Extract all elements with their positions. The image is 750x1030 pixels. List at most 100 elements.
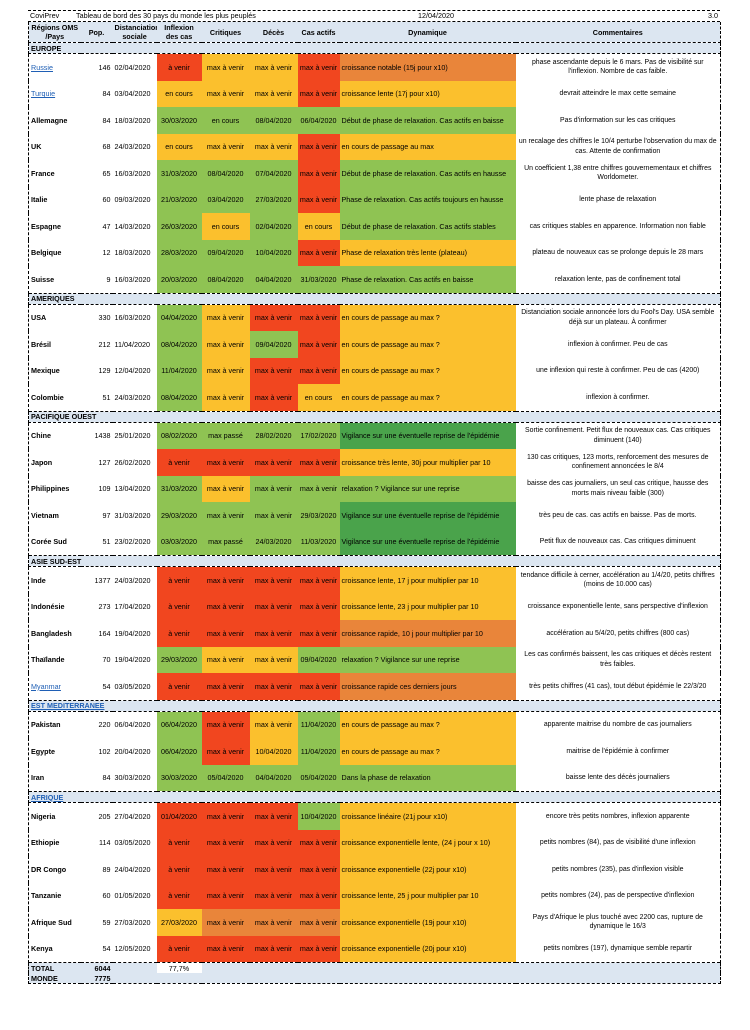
active-status: max à venir (297, 673, 340, 700)
distancing-date: 16/03/2020 (114, 313, 151, 323)
region-name: AMERIQUES (28, 292, 721, 305)
comment: Distanciation sociale annoncée lors du F… (515, 304, 721, 331)
table-row: Japon 127 26/02/2020 à venir max à venir max … (28, 449, 721, 476)
active-status: 31/03/2020 (297, 266, 340, 293)
country-name[interactable]: Myanmar (28, 673, 81, 700)
critical-status: en cours (201, 107, 250, 134)
country-name: Nigeria (28, 802, 81, 830)
country-name: Tanzanie (28, 882, 81, 909)
inflexion-status: à venir (156, 620, 202, 647)
active-status: max à venir (297, 331, 340, 358)
deaths-status: max à venir (249, 502, 298, 529)
country-name: Allemagne (28, 107, 81, 134)
dynamic-status: Début de phase de relaxation. Cas actifs… (339, 213, 516, 240)
inflexion-status: 26/03/2020 (156, 213, 202, 240)
spacer (201, 962, 721, 973)
deaths-status: max à venir (249, 882, 298, 909)
country-name: France (28, 160, 81, 187)
distancing-date: 24/03/2020 (114, 575, 151, 585)
dynamic-status: croissance exponentielle (20j pour x10) (339, 935, 516, 963)
critical-status: max à venir (201, 620, 250, 647)
country-name[interactable]: Turquie (28, 80, 81, 107)
critical-status: max à venir (201, 673, 250, 700)
inflexion-status: 08/04/2020 (156, 331, 202, 358)
comment: Pays d'Afrique le plus touché avec 2200 … (515, 909, 721, 936)
comment: plateau de nouveaux cas se prolonge depu… (515, 239, 721, 266)
country-name: Brésil (28, 331, 81, 358)
table-row: Kenya 54 12/05/2020 à venir max à venir max à… (28, 935, 721, 963)
region-header: AFRIQUE (28, 791, 721, 803)
table-row: Espagne 47 14/03/2020 26/03/2020 en cours 02/… (28, 213, 721, 240)
critical-status: max à venir (201, 357, 250, 384)
comment: baisse lente des décès journaliers (515, 764, 721, 792)
inflexion-status: à venir (156, 856, 202, 883)
distancing-date: 03/04/2020 (114, 89, 151, 99)
table-row: UK 68 24/03/2020 en cours max à venir max à v… (28, 133, 721, 160)
critical-status: en cours (201, 213, 250, 240)
population: 51 (102, 392, 111, 402)
deaths-status: max à venir (249, 673, 298, 700)
active-status: max à venir (297, 829, 340, 856)
comment: Un coefficient 1,38 entre chiffres gouve… (515, 160, 721, 187)
comment: Pas d'information sur les cas critiques (515, 107, 721, 134)
country-name: Inde (28, 566, 81, 594)
dynamic-status: Phase de relaxation très lente (plateau) (339, 239, 516, 266)
table-row: Belgique 12 18/03/2020 28/03/2020 09/04/2020… (28, 239, 721, 266)
active-status: max à venir (297, 882, 340, 909)
critical-status: max passé (201, 422, 250, 449)
comment: devrait atteindre le max cette semaine (515, 80, 721, 107)
population: 59 (102, 917, 111, 927)
table-row: Brésil 212 11/04/2020 08/04/2020 max à venir… (28, 331, 721, 358)
spacer (112, 973, 157, 984)
deaths-status: max à venir (249, 935, 298, 963)
country-name: USA (28, 304, 81, 331)
population: 9 (106, 274, 111, 284)
population: 164 (98, 628, 111, 638)
dynamic-status: croissance exponentielle (22j pour x10) (339, 856, 516, 883)
comment: baisse des cas journaliers, un seul cas … (515, 475, 721, 502)
active-status: max à venir (297, 304, 340, 331)
table-row: DR Congo 89 24/04/2020 à venir max à venir ma… (28, 856, 721, 883)
inflexion-status: 30/03/2020 (156, 764, 202, 792)
active-status: en cours (297, 213, 340, 240)
distancing-date: 20/04/2020 (114, 746, 151, 756)
critical-status: max à venir (201, 882, 250, 909)
distancing-date: 18/03/2020 (114, 248, 151, 258)
distancing-date: 31/03/2020 (114, 510, 151, 520)
critical-status: max à venir (201, 502, 250, 529)
population: 84 (102, 115, 111, 125)
population: 102 (98, 746, 111, 756)
active-status: max à venir (297, 566, 340, 594)
distancing-date: 14/03/2020 (114, 221, 151, 231)
inflexion-status: 30/03/2020 (156, 107, 202, 134)
country-name: Ethiopie (28, 829, 81, 856)
table-row: Egypte 102 20/04/2020 06/04/2020 max à venir… (28, 738, 721, 765)
header-deaths: Décès (249, 22, 298, 43)
country-name: Philippines (28, 475, 81, 502)
deaths-status: 08/04/2020 (249, 107, 298, 134)
population: 1438 (94, 431, 111, 441)
comment: accélération au 5/4/20, petits chiffres … (515, 620, 721, 647)
critical-status: 05/04/2020 (201, 764, 250, 792)
country-name[interactable]: Russie (28, 53, 81, 81)
country-name: Suisse (28, 266, 81, 293)
active-status: max à venir (297, 856, 340, 883)
dynamic-status: Début de phase de relaxation. Cas actifs… (339, 160, 516, 187)
deaths-status: 07/04/2020 (249, 160, 298, 187)
comment: maitrise de l'épidémie à confirmer (515, 738, 721, 765)
dynamic-status: Vigilance sur une éventuelle reprise de … (339, 502, 516, 529)
inflexion-status: à venir (156, 829, 202, 856)
region-name: ASIE SUD-EST (28, 555, 721, 567)
population: 84 (102, 89, 111, 99)
dynamic-status: relaxation ? Vigilance sur une reprise (339, 475, 516, 502)
critical-status: max à venir (201, 909, 250, 936)
region-name[interactable]: EST MEDITERRANEE (28, 699, 721, 712)
inflexion-status: 29/03/2020 (156, 646, 202, 673)
inflexion-status: à venir (156, 566, 202, 594)
deaths-status: max à venir (249, 53, 298, 81)
region-name[interactable]: AFRIQUE (28, 791, 721, 803)
population: 109 (98, 484, 111, 494)
region-header: ASIE SUD-EST (28, 555, 721, 567)
distancing-date: 17/04/2020 (114, 602, 151, 612)
deaths-status: 27/03/2020 (249, 186, 298, 213)
